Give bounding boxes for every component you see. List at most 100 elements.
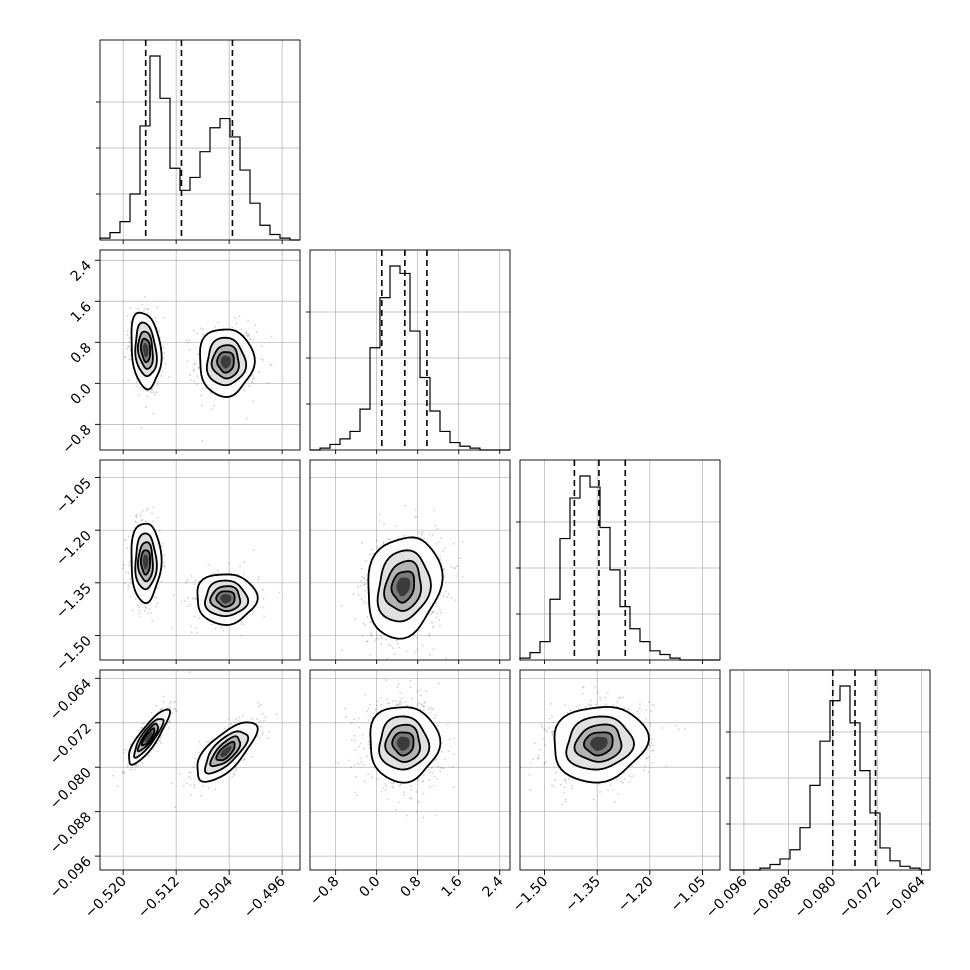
sample-point [369, 633, 372, 636]
sample-point [202, 333, 205, 336]
sample-point [197, 367, 200, 369]
sample-point [384, 783, 387, 785]
sample-point [242, 573, 245, 576]
contour-p3_vs_p1-3-1 [215, 590, 236, 608]
sample-point [628, 780, 631, 783]
sample-point [581, 692, 584, 695]
sample-point [628, 775, 631, 777]
sample-point [404, 701, 407, 703]
sample-point [128, 337, 131, 340]
sample-point [243, 758, 246, 760]
sample-point [121, 567, 124, 570]
sample-point [414, 508, 417, 511]
sample-point [138, 606, 140, 609]
sample-point [363, 747, 366, 750]
sample-point [196, 332, 199, 335]
contour-p3_vs_p2-3-0 [390, 570, 416, 604]
joint-panel-p4_vs_p1 [99, 669, 301, 871]
sample-point [536, 757, 539, 760]
sample-point [232, 772, 235, 775]
contour-p4_vs_p1-0-0 [128, 708, 172, 766]
sample-point [142, 722, 145, 725]
sample-point [434, 759, 437, 761]
sample-point [366, 640, 369, 643]
density-fill-p4_vs_p1-4-0 [144, 731, 153, 742]
sample-point [538, 755, 540, 757]
sample-point [185, 581, 188, 584]
sample-point [242, 714, 244, 717]
sample-point [578, 704, 581, 707]
sample-point [238, 716, 241, 719]
sample-point [140, 603, 142, 606]
sample-point [399, 703, 402, 706]
sample-point [256, 331, 258, 333]
sample-point [152, 391, 155, 394]
sample-point [201, 440, 204, 442]
hist-panel-p4 [726, 669, 931, 871]
sample-point [360, 598, 363, 600]
sample-point [383, 523, 386, 526]
sample-point [406, 704, 408, 707]
sample-point [252, 400, 255, 403]
sample-point [391, 785, 394, 788]
sample-point [391, 700, 394, 703]
sample-point [416, 690, 419, 693]
sample-point [437, 541, 440, 544]
sample-point [454, 599, 457, 601]
sample-point [263, 719, 265, 722]
sample-point [409, 686, 412, 689]
sample-point [381, 637, 384, 640]
sample-point [443, 575, 446, 578]
sample-point [590, 699, 592, 702]
joint-panel-p4_vs_p2 [309, 669, 511, 871]
sample-point [168, 376, 170, 378]
sample-point [139, 514, 142, 517]
sample-point [411, 697, 413, 700]
sample-point [446, 595, 449, 598]
sample-point [139, 615, 141, 618]
sample-point [258, 705, 260, 708]
sample-point [256, 718, 258, 721]
sample-point [143, 295, 146, 298]
sample-point [432, 611, 434, 613]
contour-p4_vs_p1-2-0 [136, 722, 160, 753]
sample-point [188, 671, 191, 674]
sample-point [428, 633, 431, 635]
sample-point [362, 600, 365, 603]
sample-point [645, 717, 648, 720]
sample-point [435, 602, 437, 605]
sample-point [421, 780, 424, 783]
sample-point [159, 737, 162, 739]
ytick-label-p3-3: −1.05 [53, 475, 95, 517]
sample-point [581, 685, 584, 688]
sample-point [650, 709, 653, 712]
sample-point [431, 611, 434, 614]
sample-point [126, 547, 128, 550]
sample-point [612, 703, 615, 706]
sample-point [126, 315, 129, 317]
sample-point [358, 745, 360, 748]
density-fill-p2_vs_p1-4-1 [220, 355, 231, 369]
sample-point [189, 777, 192, 780]
sample-point [410, 797, 413, 799]
histogram-p3 [519, 475, 720, 661]
sample-point [399, 783, 402, 786]
contour-p2_vs_p1-3-1 [216, 351, 235, 374]
sample-point [172, 701, 175, 704]
sample-point [139, 512, 142, 515]
sample-point [124, 582, 127, 585]
ytick-label-p2-3: 1.6 [68, 299, 95, 326]
sample-point [249, 338, 252, 341]
sample-point [207, 563, 210, 566]
sample-point [551, 731, 553, 733]
sample-point [543, 764, 546, 766]
sample-point [243, 759, 246, 761]
sample-point [231, 775, 234, 778]
sample-point [571, 787, 574, 790]
sample-point [369, 653, 372, 656]
sample-point [140, 427, 143, 430]
sample-point [228, 562, 230, 565]
sample-point [150, 388, 153, 391]
sample-point [262, 731, 265, 734]
sample-point [631, 764, 634, 767]
